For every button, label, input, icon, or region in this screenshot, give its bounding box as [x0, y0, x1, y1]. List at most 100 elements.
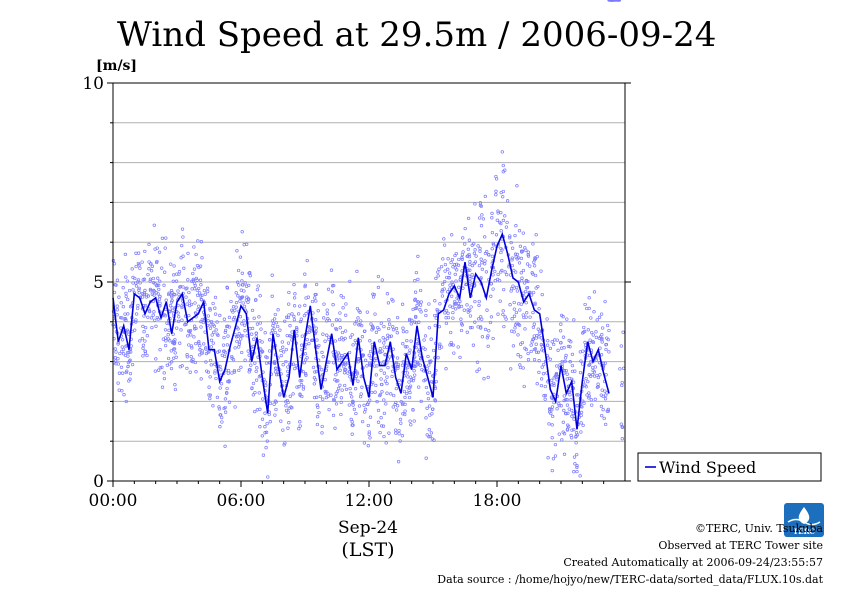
scatter-point	[434, 316, 438, 320]
scatter-point	[274, 321, 278, 325]
scatter-point	[268, 420, 272, 424]
scatter-point	[334, 402, 339, 406]
scatter-point	[390, 374, 394, 379]
scatter-point	[174, 355, 178, 359]
scatter-point	[164, 298, 168, 302]
scatter-point	[360, 419, 365, 424]
scatter-point	[493, 269, 497, 274]
scatter-point	[491, 287, 495, 291]
scatter-point	[427, 302, 431, 306]
scatter-point	[439, 264, 444, 269]
scatter-point	[501, 170, 505, 174]
scatter-point	[581, 423, 585, 428]
scatter-point	[413, 320, 417, 324]
scatter-point	[572, 455, 577, 459]
scatter-point	[238, 299, 242, 303]
scatter-point	[600, 388, 604, 392]
scatter-point	[438, 302, 442, 306]
scatter-point	[570, 363, 575, 368]
scatter-point	[155, 315, 159, 320]
scatter-point	[248, 271, 252, 275]
scatter-point	[391, 299, 395, 303]
scatter-point	[355, 371, 360, 376]
scatter-point	[570, 436, 574, 440]
scatter-point	[490, 230, 495, 235]
scatter-point	[323, 378, 327, 382]
scatter-point	[172, 292, 176, 296]
scatter-point	[254, 331, 259, 335]
scatter-point	[298, 393, 302, 397]
scatter-point	[466, 247, 470, 251]
scatter-point	[532, 358, 537, 362]
scatter-point	[274, 407, 278, 412]
scatter-point	[242, 243, 246, 247]
scatter-point	[284, 408, 289, 413]
scatter-point	[173, 383, 177, 387]
scatter-point	[170, 290, 174, 295]
scatter-point	[291, 362, 296, 366]
scatter-point	[134, 264, 138, 269]
scatter-point	[126, 350, 130, 355]
scatter-point	[569, 397, 573, 402]
scatter-point	[340, 330, 345, 335]
scatter-point	[500, 150, 504, 154]
scatter-point	[333, 339, 337, 343]
scatter-point	[578, 474, 582, 478]
scatter-point	[208, 308, 212, 312]
scatter-point	[296, 312, 301, 316]
scatter-point	[563, 356, 568, 360]
scatter-point	[225, 286, 230, 290]
scatter-point	[295, 330, 299, 334]
scatter-point	[338, 318, 342, 322]
scatter-point	[246, 349, 250, 353]
scatter-point	[325, 390, 329, 394]
scatter-point	[281, 363, 285, 367]
scatter-point	[290, 312, 294, 316]
scatter-point	[147, 267, 151, 271]
scatter-point	[396, 366, 400, 370]
scatter-point	[430, 437, 435, 441]
scatter-point	[579, 413, 583, 418]
scatter-point	[591, 333, 595, 337]
scatter-point	[499, 190, 503, 195]
scatter-point	[405, 330, 409, 334]
scatter-point	[456, 345, 460, 349]
scatter-point	[158, 366, 162, 370]
scatter-point	[233, 346, 237, 350]
scatter-point	[413, 373, 417, 377]
scatter-point	[195, 293, 200, 297]
scatter-point	[452, 263, 457, 267]
scatter-point	[280, 340, 284, 344]
scatter-point	[526, 250, 530, 254]
scatter-point	[436, 356, 440, 360]
scatter-point	[175, 272, 179, 276]
scatter-point	[533, 257, 538, 261]
scatter-point	[479, 224, 484, 228]
scatter-point	[255, 366, 259, 370]
scatter-point	[363, 407, 368, 411]
scatter-point	[202, 288, 207, 293]
scatter-point	[198, 348, 202, 352]
scatter-point	[575, 465, 579, 470]
scatter-point	[200, 293, 204, 298]
scatter-point	[343, 329, 348, 333]
scatter-point	[541, 372, 546, 376]
scatter-point	[238, 255, 243, 259]
scatter-point	[158, 348, 162, 352]
scatter-point	[394, 431, 398, 435]
scatter-point	[426, 354, 430, 359]
scatter-point	[387, 322, 392, 326]
scatter-point	[334, 391, 338, 395]
y-axis: 0 5 10	[82, 74, 631, 492]
scatter-point	[447, 276, 451, 280]
scatter-point	[197, 304, 201, 308]
scatter-point	[431, 348, 436, 353]
scatter-point	[206, 319, 210, 323]
scatter-point	[460, 256, 464, 260]
scatter-point	[312, 395, 317, 400]
scatter-point	[115, 278, 120, 282]
scatter-point	[386, 357, 391, 361]
scatter-point	[125, 279, 130, 283]
scatter-point	[231, 305, 236, 309]
scatter-point	[550, 468, 554, 473]
